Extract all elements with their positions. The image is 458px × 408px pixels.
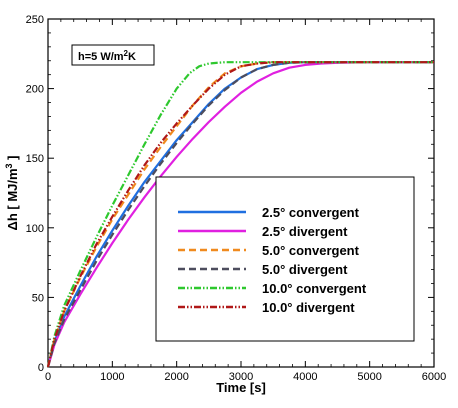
x-axis-label: Time [s] — [216, 380, 266, 395]
x-tick-label: 1000 — [100, 371, 124, 383]
y-tick-label: 250 — [26, 14, 44, 26]
series-line-5 — [46, 61, 434, 368]
x-tick-label: 0 — [45, 371, 51, 383]
annotation-box: h=5 W/m2K — [71, 44, 155, 66]
series-line-3 — [46, 61, 434, 368]
legend-frame — [155, 176, 415, 342]
legend-label: 5.0° convergent — [262, 243, 360, 258]
legend: 2.5° convergent 2.5° divergent 5.0° conver… — [155, 176, 415, 342]
legend-label: 10.0° divergent — [262, 300, 355, 315]
series-line-6 — [46, 61, 434, 368]
annotation-text: h=5 W/m2K — [78, 49, 136, 63]
legend-label: 5.0° divergent — [262, 262, 348, 277]
x-tick-label: 3000 — [229, 371, 253, 383]
y-axis: 0 50 100 150 200 250 — [26, 14, 434, 374]
x-axis: 0 1000 2000 3000 4000 5000 6000 — [45, 19, 446, 383]
x-tick-label: 6000 — [422, 371, 446, 383]
x-tick-label: 5000 — [357, 371, 381, 383]
x-tick-label: 2000 — [164, 371, 188, 383]
legend-label: 10.0° convergent — [262, 281, 367, 296]
x-tick-label: 4000 — [293, 371, 317, 383]
series-group — [46, 61, 434, 368]
y-tick-label: 200 — [26, 84, 44, 96]
legend-label: 2.5° divergent — [262, 224, 348, 239]
y-tick-label: 0 — [38, 362, 44, 374]
y-tick-label: 150 — [26, 153, 44, 165]
y-tick-label: 100 — [26, 223, 44, 235]
y-tick-label: 50 — [32, 292, 44, 304]
legend-label: 2.5° convergent — [262, 205, 360, 220]
y-axis-label: Δh [ MJ/m3 ] — [4, 155, 20, 230]
